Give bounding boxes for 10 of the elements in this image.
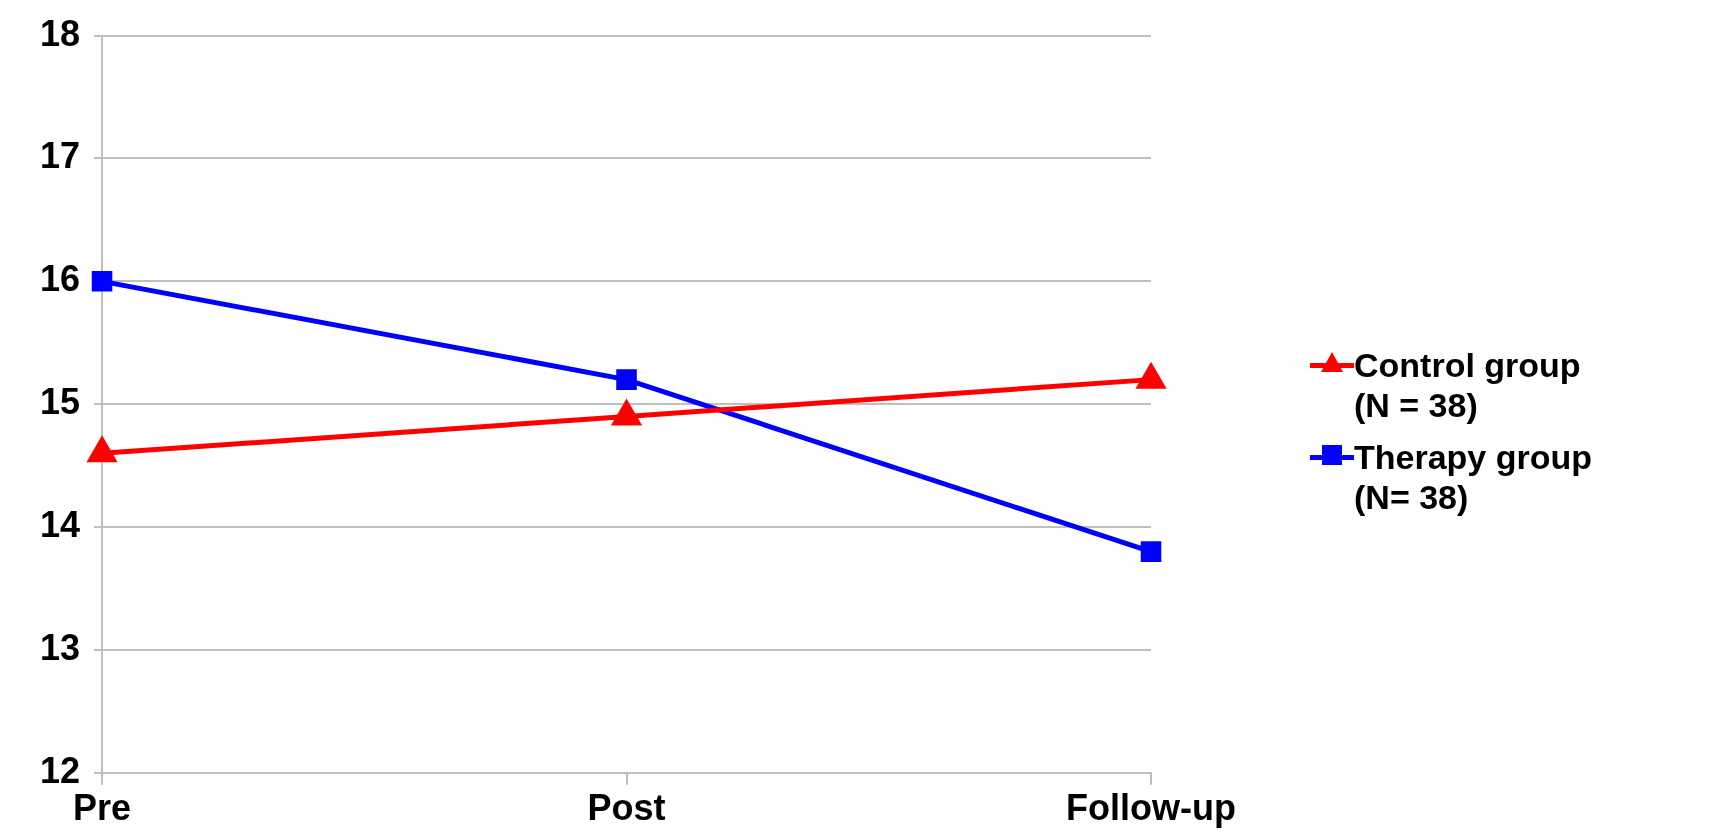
y-tick-label: 16 <box>40 258 81 300</box>
legend-label: Control group (N = 38) <box>1354 345 1582 425</box>
y-tick-label: 15 <box>40 381 81 423</box>
x-tick-label: Follow-up <box>1066 787 1236 829</box>
y-tick-label: 14 <box>40 503 81 545</box>
y-tick-label: 17 <box>40 135 81 177</box>
x-tick-label: Post <box>587 787 666 829</box>
y-tick-label: 13 <box>40 626 81 668</box>
legend-label: Therapy group (N= 38) <box>1354 437 1594 517</box>
y-tick-label: 18 <box>40 12 81 54</box>
